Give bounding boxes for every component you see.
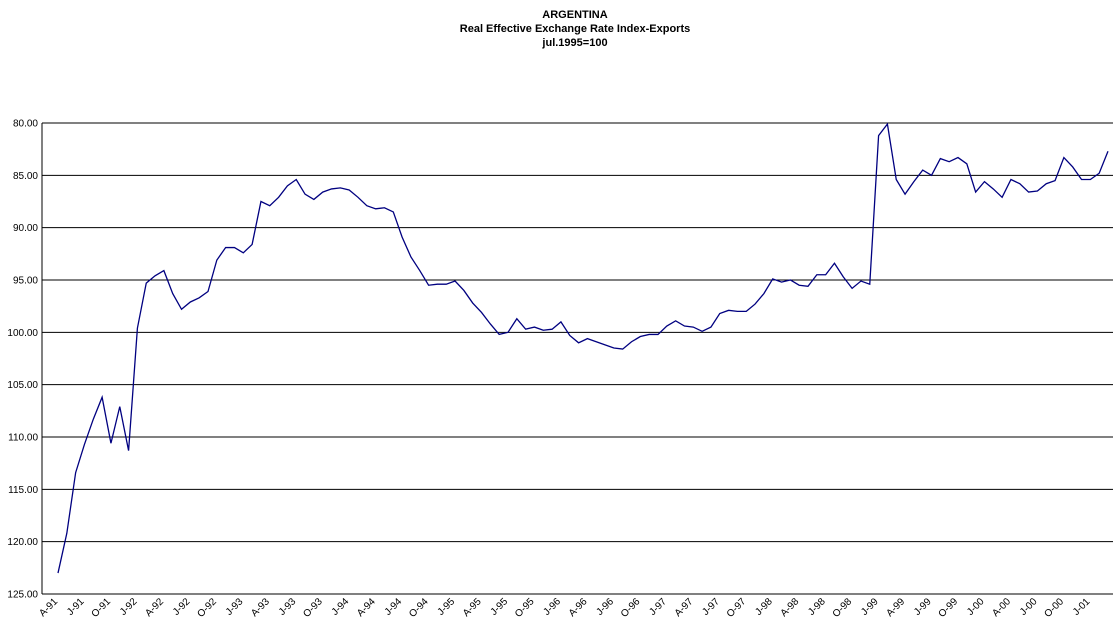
- x-tick-label: A-99: [884, 596, 907, 619]
- x-tick-label: O-91: [90, 596, 114, 620]
- x-tick-label: J-01: [1071, 596, 1093, 618]
- x-tick-label: A-96: [567, 596, 590, 619]
- x-tick-label: O-94: [407, 596, 431, 620]
- chart-title: ARGENTINA: [542, 9, 607, 21]
- x-tick-label: J-94: [383, 596, 405, 618]
- x-tick-label: A-00: [990, 596, 1013, 619]
- x-tick-label: J-92: [118, 596, 140, 618]
- x-tick-label: J-99: [912, 596, 934, 618]
- x-tick-label: O-95: [513, 596, 537, 620]
- x-tick-label: J-95: [436, 596, 458, 618]
- y-tick-label: 90.00: [13, 223, 38, 234]
- x-tick-label: J-92: [171, 596, 193, 618]
- x-tick-label: A-97: [673, 596, 696, 619]
- x-tick-label: A-92: [143, 596, 166, 619]
- x-tick-label: A-91: [37, 596, 60, 619]
- x-tick-label: O-92: [195, 596, 219, 620]
- x-tick-label: J-91: [65, 596, 87, 618]
- x-tick-label: J-97: [647, 596, 669, 618]
- x-tick-label: J-93: [277, 596, 299, 618]
- x-tick-label: J-98: [806, 596, 828, 618]
- x-tick-label: O-97: [725, 596, 749, 620]
- y-tick-label: 85.00: [13, 171, 38, 182]
- x-tick-label: O-98: [831, 596, 855, 620]
- y-tick-label: 125.00: [7, 590, 38, 601]
- x-tick-label: A-94: [355, 596, 378, 619]
- x-tick-label: A-98: [779, 596, 802, 619]
- y-tick-label: 115.00: [8, 485, 38, 496]
- x-tick-label: J-97: [700, 596, 722, 618]
- x-tick-label: O-93: [301, 596, 325, 620]
- x-tick-label: O-00: [1043, 596, 1067, 620]
- x-tick-label: O-96: [619, 596, 643, 620]
- x-tick-label: J-94: [330, 596, 352, 618]
- x-tick-label: J-99: [859, 596, 881, 618]
- series-line: [57, 122, 1109, 574]
- y-tick-label: 120.00: [7, 537, 38, 548]
- y-tick-label: 95.00: [13, 276, 38, 287]
- x-tick-label: O-99: [937, 596, 961, 620]
- x-tick-label: J-00: [1018, 596, 1040, 618]
- y-tick-label: 110.00: [8, 433, 38, 444]
- y-tick-label: 100.00: [7, 328, 38, 339]
- x-tick-label: J-96: [594, 596, 616, 618]
- y-tick-label: 105.00: [7, 380, 38, 391]
- chart-subtitle: Real Effective Exchange Rate Index-Expor…: [460, 23, 690, 35]
- x-tick-label: A-93: [249, 596, 272, 619]
- x-tick-label: J-93: [224, 596, 246, 618]
- x-tick-label: J-98: [753, 596, 775, 618]
- x-tick-label: J-00: [965, 596, 987, 618]
- x-tick-label: J-95: [489, 596, 511, 618]
- x-tick-label: A-95: [461, 596, 484, 619]
- chart-note: jul.1995=100: [541, 37, 607, 49]
- y-tick-label: 80.00: [13, 119, 38, 130]
- x-tick-label: J-96: [542, 596, 564, 618]
